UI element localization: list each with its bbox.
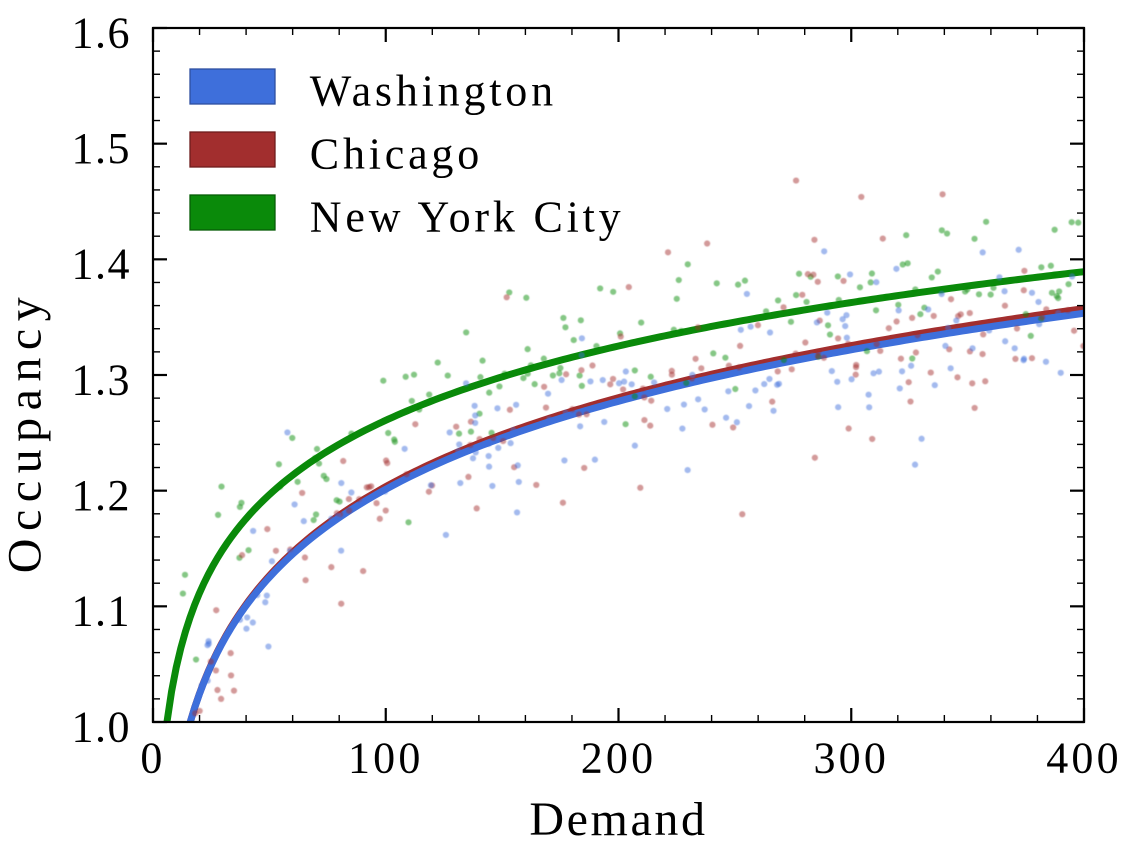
svg-text:Demand: Demand xyxy=(529,793,707,846)
svg-text:1.0: 1.0 xyxy=(72,702,132,751)
svg-text:New York City: New York City xyxy=(310,193,625,242)
svg-text:1.6: 1.6 xyxy=(72,8,132,57)
svg-text:300: 300 xyxy=(813,734,889,783)
svg-text:Occupancy: Occupancy xyxy=(0,290,51,573)
svg-text:200: 200 xyxy=(581,734,657,783)
svg-text:1.3: 1.3 xyxy=(72,355,132,404)
svg-text:Chicago: Chicago xyxy=(310,130,483,179)
svg-text:1.5: 1.5 xyxy=(72,124,132,173)
svg-text:400: 400 xyxy=(1046,734,1122,783)
svg-text:1.1: 1.1 xyxy=(72,587,132,636)
svg-text:1.2: 1.2 xyxy=(72,471,132,520)
svg-text:Washington: Washington xyxy=(310,67,557,116)
svg-text:100: 100 xyxy=(348,734,424,783)
svg-text:0: 0 xyxy=(140,734,165,783)
svg-text:1.4: 1.4 xyxy=(72,240,132,289)
